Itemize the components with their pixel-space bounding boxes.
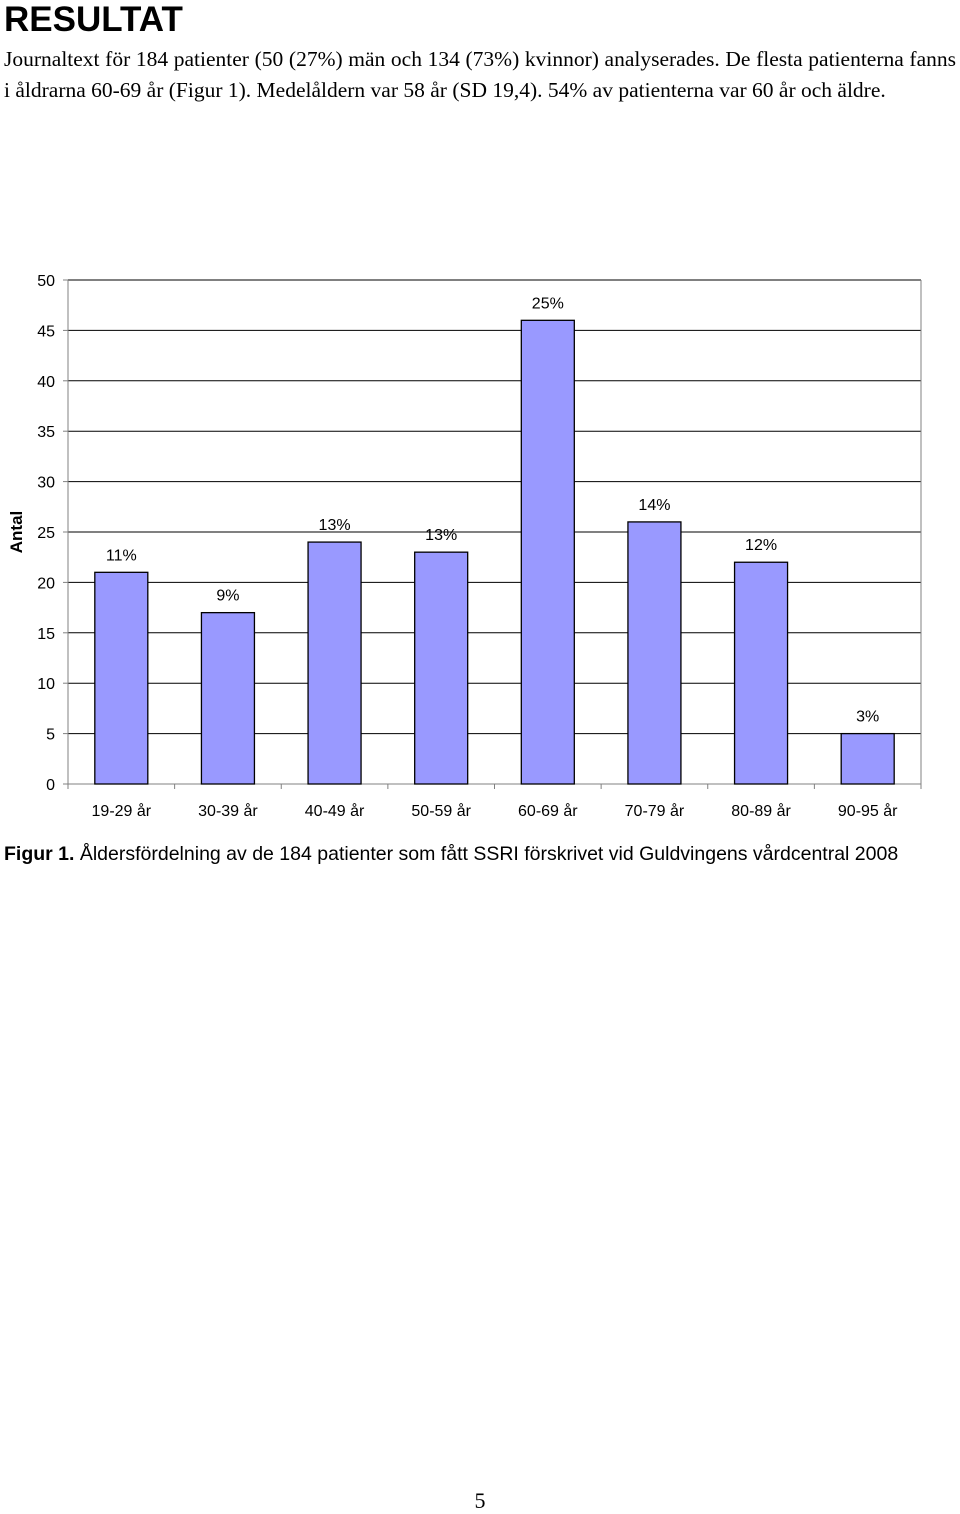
y-tick-label-5: 25: [37, 525, 55, 542]
y-tick-label-1: 5: [46, 727, 55, 744]
y-tick-label-3: 15: [37, 626, 55, 643]
bar-4: [520, 319, 575, 785]
y-tick-label-7: 35: [37, 424, 55, 441]
y-tick-label-10: 50: [37, 273, 55, 290]
y-axis-title: Antal: [7, 511, 26, 554]
data-label-7: 3%: [856, 709, 879, 726]
chart-gridlines: [68, 279, 921, 735]
data-label-4: 25%: [532, 295, 564, 312]
figure-caption: Figur 1. Åldersfördelning av de 184 pati…: [4, 842, 944, 867]
section-heading: RESULTAT: [4, 0, 183, 39]
bar-5: [627, 521, 682, 785]
y-tick-label-9: 45: [37, 323, 55, 340]
x-category-label-0: 19-29 år: [92, 802, 152, 820]
data-label-3: 13%: [425, 527, 457, 544]
x-category-label-3: 50-59 år: [411, 802, 471, 820]
bar-0: [94, 571, 149, 785]
bar-3: [414, 551, 469, 785]
y-tick-label-4: 20: [37, 575, 55, 592]
x-category-label-7: 90-95 år: [838, 802, 898, 820]
figure-caption-text: Åldersfördelning av de 184 patienter som…: [74, 843, 899, 865]
bar-1: [200, 611, 256, 785]
y-tick-label-6: 30: [37, 475, 55, 492]
y-tick-label-2: 10: [37, 676, 55, 693]
chart-axes: [63, 279, 922, 789]
data-label-6: 12%: [745, 537, 777, 554]
results-paragraph: Journaltext för 184 patienter (50 (27%) …: [4, 47, 956, 102]
bar-2: [307, 541, 362, 785]
x-category-label-2: 40-49 år: [305, 802, 365, 820]
y-tick-label-0: 0: [46, 777, 55, 794]
bar-7: [840, 732, 895, 785]
age-distribution-bar-chart: 0 5 10 15 20 25 30 35 40 45 50 11% 19-29 år 9% 30-39 å…: [7, 273, 922, 820]
data-label-1: 9%: [216, 588, 239, 605]
page-number: 5: [474, 1488, 486, 1513]
y-tick-label-8: 40: [37, 374, 55, 391]
x-category-label-4: 60-69 år: [518, 802, 578, 820]
chart-bars: [94, 319, 895, 785]
data-label-0: 11%: [106, 547, 137, 564]
x-category-label-5: 70-79 år: [625, 802, 685, 820]
x-category-label-6: 80-89 år: [731, 802, 791, 820]
data-label-2: 13%: [319, 517, 351, 534]
bar-6: [733, 561, 789, 785]
figure-caption-label: Figur 1.: [4, 843, 75, 865]
data-label-5: 14%: [638, 497, 670, 514]
x-category-label-1: 30-39 år: [198, 802, 258, 820]
chart-labels: 0 5 10 15 20 25 30 35 40 45 50 11% 19-29 år 9% 30-39 å…: [37, 273, 898, 820]
